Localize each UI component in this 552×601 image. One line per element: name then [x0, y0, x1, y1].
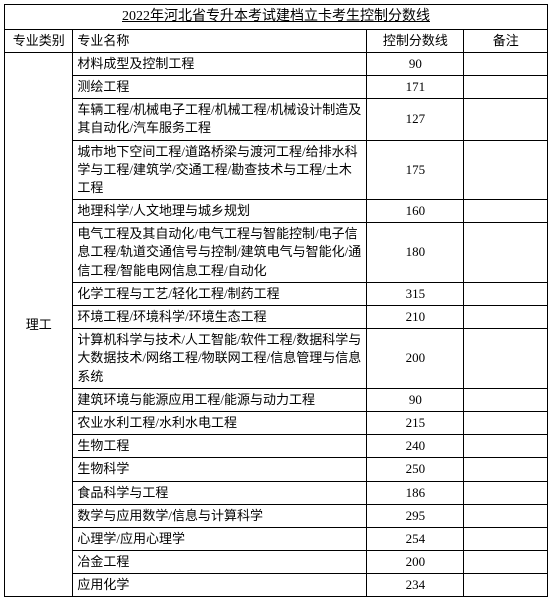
table-row: 化学工程与工艺/轻化工程/制药工程315: [5, 282, 548, 305]
header-score: 控制分数线: [367, 29, 464, 52]
note-cell: [464, 75, 548, 98]
major-cell: 化学工程与工艺/轻化工程/制药工程: [73, 282, 367, 305]
note-cell: [464, 435, 548, 458]
note-cell: [464, 458, 548, 481]
note-cell: [464, 306, 548, 329]
major-cell: 农业水利工程/水利水电工程: [73, 411, 367, 434]
score-cell: 127: [367, 99, 464, 140]
table-row: 地理科学/人文地理与城乡规划160: [5, 200, 548, 223]
score-cell: 180: [367, 223, 464, 283]
note-cell: [464, 223, 548, 283]
table-row: 食品科学与工程186: [5, 481, 548, 504]
note-cell: [464, 329, 548, 389]
table-row: 测绘工程171: [5, 75, 548, 98]
table-row: 电气工程及其自动化/电气工程与智能控制/电子信息工程/轨道交通信号与控制/建筑电…: [5, 223, 548, 283]
score-cell: 186: [367, 481, 464, 504]
major-cell: 冶金工程: [73, 551, 367, 574]
table-row: 理工材料成型及控制工程90: [5, 52, 548, 75]
major-cell: 材料成型及控制工程: [73, 52, 367, 75]
score-cell: 240: [367, 435, 464, 458]
score-cell: 315: [367, 282, 464, 305]
table-row: 心理学/应用心理学254: [5, 527, 548, 550]
score-cell: 295: [367, 504, 464, 527]
major-cell: 计算机科学与技术/人工智能/软件工程/数据科学与大数据技术/网络工程/物联网工程…: [73, 329, 367, 389]
table-row: 数学与应用数学/信息与计算科学295: [5, 504, 548, 527]
category-cell: 理工: [5, 52, 73, 597]
major-cell: 环境工程/环境科学/环境生态工程: [73, 306, 367, 329]
table-row: 计算机科学与技术/人工智能/软件工程/数据科学与大数据技术/网络工程/物联网工程…: [5, 329, 548, 389]
score-cell: 200: [367, 329, 464, 389]
table-row: 生物科学250: [5, 458, 548, 481]
score-cell: 171: [367, 75, 464, 98]
note-cell: [464, 52, 548, 75]
major-cell: 电气工程及其自动化/电气工程与智能控制/电子信息工程/轨道交通信号与控制/建筑电…: [73, 223, 367, 283]
table-title: 2022年河北省专升本考试建档立卡考生控制分数线: [5, 5, 548, 30]
header-category: 专业类别: [5, 29, 73, 52]
score-cell: 90: [367, 388, 464, 411]
major-cell: 生物科学: [73, 458, 367, 481]
major-cell: 车辆工程/机械电子工程/机械工程/机械设计制造及其自动化/汽车服务工程: [73, 99, 367, 140]
score-cell: 160: [367, 200, 464, 223]
table-row: 农业水利工程/水利水电工程215: [5, 411, 548, 434]
score-cell: 254: [367, 527, 464, 550]
major-cell: 心理学/应用心理学: [73, 527, 367, 550]
score-cell: 250: [367, 458, 464, 481]
note-cell: [464, 200, 548, 223]
major-cell: 城市地下空间工程/道路桥梁与渡河工程/给排水科学与工程/建筑学/交通工程/勘查技…: [73, 140, 367, 200]
note-cell: [464, 140, 548, 200]
score-cell: 175: [367, 140, 464, 200]
note-cell: [464, 99, 548, 140]
note-cell: [464, 504, 548, 527]
table-row: 建筑环境与能源应用工程/能源与动力工程90: [5, 388, 548, 411]
score-cell: 215: [367, 411, 464, 434]
note-cell: [464, 282, 548, 305]
note-cell: [464, 527, 548, 550]
table-row: 车辆工程/机械电子工程/机械工程/机械设计制造及其自动化/汽车服务工程127: [5, 99, 548, 140]
note-cell: [464, 481, 548, 504]
note-cell: [464, 411, 548, 434]
table-row: 应用化学234: [5, 574, 548, 597]
major-cell: 数学与应用数学/信息与计算科学: [73, 504, 367, 527]
note-cell: [464, 388, 548, 411]
table-row: 生物工程240: [5, 435, 548, 458]
header-note: 备注: [464, 29, 548, 52]
major-cell: 生物工程: [73, 435, 367, 458]
table-row: 环境工程/环境科学/环境生态工程210: [5, 306, 548, 329]
note-cell: [464, 551, 548, 574]
major-cell: 建筑环境与能源应用工程/能源与动力工程: [73, 388, 367, 411]
score-cell: 200: [367, 551, 464, 574]
major-cell: 食品科学与工程: [73, 481, 367, 504]
score-cell: 90: [367, 52, 464, 75]
major-cell: 测绘工程: [73, 75, 367, 98]
table-row: 冶金工程200: [5, 551, 548, 574]
score-table: 2022年河北省专升本考试建档立卡考生控制分数线 专业类别 专业名称 控制分数线…: [4, 4, 548, 597]
score-cell: 210: [367, 306, 464, 329]
major-cell: 应用化学: [73, 574, 367, 597]
table-row: 城市地下空间工程/道路桥梁与渡河工程/给排水科学与工程/建筑学/交通工程/勘查技…: [5, 140, 548, 200]
header-major: 专业名称: [73, 29, 367, 52]
note-cell: [464, 574, 548, 597]
major-cell: 地理科学/人文地理与城乡规划: [73, 200, 367, 223]
score-cell: 234: [367, 574, 464, 597]
